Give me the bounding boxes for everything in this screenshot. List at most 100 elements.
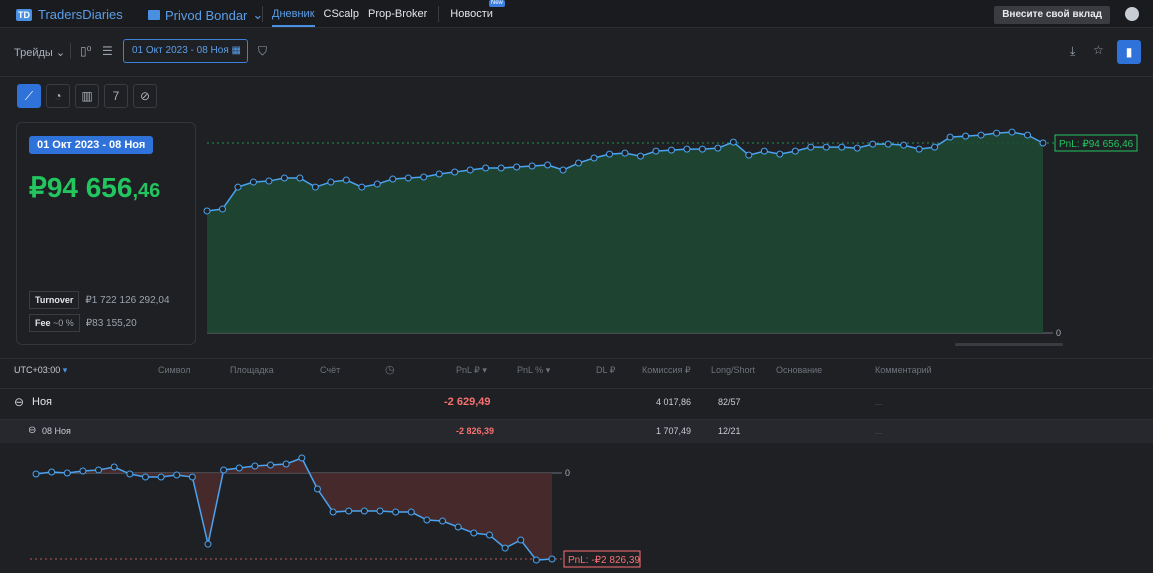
data-point [407, 508, 415, 516]
data-point [497, 164, 505, 172]
data-point [420, 173, 428, 181]
nav-diary[interactable]: Дневник [272, 1, 315, 27]
col-fee[interactable]: Комиссия ₽ [642, 365, 691, 375]
new-badge: New [488, 0, 505, 7]
line-chart-icon[interactable]: ⟋ [17, 84, 41, 108]
data-point [220, 466, 228, 474]
collapse-icon[interactable]: ⊖ [14, 395, 25, 409]
table-row[interactable]: ⊖ Ноя -2 629,49 4 017,86 82/57 ... [0, 388, 1153, 415]
data-point [265, 177, 273, 185]
table-row[interactable]: ⊖ 08 Ноя -2 826,39 1 707,49 12/21 ... [0, 419, 1153, 443]
data-point [962, 132, 970, 140]
data-point [466, 166, 474, 174]
timezone-selector[interactable]: UTC+03:00 ▾ [14, 365, 68, 375]
data-point [280, 174, 288, 182]
summary-card: 01 Окт 2023 - 08 Ноя ₽94 656,46 Turnover… [16, 122, 196, 345]
brand-logo[interactable]: TD TradersDiaries [16, 7, 123, 22]
data-point [760, 147, 768, 155]
data-point [188, 473, 196, 481]
toolbar: Трейды ⌄ ▯⁰ ☰ 01 Окт 2023 - 08 Ноя ▦ ⛉ ⤓… [0, 29, 1153, 77]
pnl-label: PnL: ₽94 656,46 [1059, 139, 1134, 150]
data-point [931, 143, 939, 151]
area-fill [207, 132, 1043, 333]
col-symbol[interactable]: Символ [158, 365, 191, 375]
data-point [342, 176, 350, 184]
account-icon [148, 10, 160, 20]
data-point [606, 150, 614, 158]
data-point [977, 131, 985, 139]
data-point [776, 150, 784, 158]
data-point [745, 151, 753, 159]
bar-chart-icon[interactable]: ▥ [75, 84, 99, 108]
data-point [48, 468, 56, 476]
calendar-icon[interactable]: 7 [104, 84, 128, 108]
clock-icon[interactable]: ◷ [385, 364, 395, 376]
data-point [791, 147, 799, 155]
trades-dropdown[interactable]: Трейды ⌄ [14, 47, 66, 59]
data-point [439, 517, 447, 525]
date-range-picker[interactable]: 01 Окт 2023 - 08 Ноя ▦ [123, 39, 248, 63]
divider [70, 43, 71, 59]
rows-icon[interactable]: ☰ [102, 44, 113, 58]
data-point [218, 205, 226, 213]
col-comment[interactable]: Комментарий [875, 365, 932, 375]
data-point [517, 536, 525, 544]
collapse-icon[interactable]: ⊖ [28, 425, 37, 436]
data-point [235, 464, 243, 472]
chart-scrollbar[interactable] [955, 343, 1063, 346]
top-bar: TD TradersDiaries Privod Bondar ⌄ Дневник … [0, 0, 1153, 28]
col-long-short[interactable]: Long/Short [711, 365, 756, 375]
col-pnl-rub[interactable]: PnL ₽ ▾ [456, 365, 487, 375]
total-pnl: ₽94 656,46 [29, 172, 161, 203]
fee-stat: Fee ~0 % ₽83 155,20 [29, 314, 137, 332]
data-point [251, 462, 259, 470]
avatar[interactable] [1125, 7, 1139, 21]
col-pnl-pct[interactable]: PnL % ▾ [517, 365, 551, 375]
data-point [79, 467, 87, 475]
data-point [282, 460, 290, 468]
data-point [234, 183, 242, 191]
table-header: UTC+03:00 ▾ Символ Площадка Счёт ◷ PnL ₽… [0, 358, 1153, 380]
data-point [900, 141, 908, 149]
account-selector[interactable]: Privod Bondar ⌄ [148, 7, 263, 23]
chart-ban-icon[interactable]: ⊘ [133, 84, 157, 108]
data-point [528, 162, 536, 170]
data-point [327, 178, 335, 186]
data-point [249, 178, 257, 186]
data-point [376, 507, 384, 515]
data-point [126, 470, 134, 478]
pnl-label-box [563, 550, 641, 568]
columns-icon[interactable]: ▯⁰ [80, 44, 92, 58]
stats-view-button[interactable]: ▮ [1117, 40, 1141, 64]
deposit-button[interactable]: Внесите свой вклад [994, 6, 1110, 24]
data-point [296, 174, 304, 182]
pie-chart-icon[interactable]: ◔ [46, 84, 70, 108]
data-point [652, 147, 660, 155]
data-point [267, 461, 275, 469]
col-exchange[interactable]: Площадка [230, 365, 274, 375]
data-point [946, 133, 954, 141]
chart-type-buttons: ⟋ ◔ ▥ 7 ⊘ [17, 84, 157, 108]
nav-news[interactable]: Новости New [450, 0, 505, 20]
col-account[interactable]: Счёт [320, 365, 341, 375]
data-point [532, 556, 540, 564]
data-point [621, 149, 629, 157]
data-point [993, 129, 1001, 137]
data-point [404, 174, 412, 182]
download-icon[interactable]: ⤓ [1070, 44, 1076, 58]
data-point [203, 207, 211, 215]
divider [438, 6, 440, 22]
filter-icon[interactable]: ⛉ [258, 44, 268, 58]
data-point [454, 523, 462, 531]
star-icon[interactable]: ☆ [1093, 43, 1104, 57]
col-basis[interactable]: Основание [776, 365, 823, 375]
nav-cscalp[interactable]: CScalp [323, 8, 359, 20]
nav-prop-broker[interactable]: Prop-Broker [368, 8, 428, 20]
zero-label: 0 [1056, 328, 1061, 338]
logo-icon: TD [16, 8, 32, 21]
data-point [482, 164, 490, 172]
day-chart: 0 PnL: -₽2 826,39 [30, 454, 641, 568]
data-point [435, 170, 443, 178]
col-dl[interactable]: DL ₽ [596, 365, 616, 375]
data-point [501, 544, 509, 552]
